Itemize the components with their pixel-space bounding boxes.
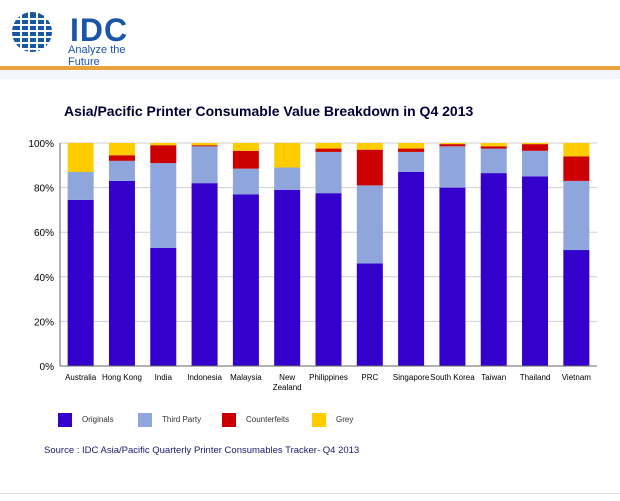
bar-segment-counterfeits	[191, 145, 218, 147]
bar-segment-grey	[274, 143, 301, 168]
bar-segment-counterfeits	[398, 148, 425, 152]
bar-segment-originals	[232, 194, 259, 366]
y-tick-label: 60%	[34, 228, 54, 239]
bars	[67, 143, 590, 366]
bar-segment-grey	[150, 143, 177, 146]
x-tick-label: Taiwan	[481, 373, 506, 382]
y-tick-label: 0%	[40, 362, 55, 373]
legend-label-third-party: Third Party	[162, 415, 202, 424]
bar-segment-third-party	[563, 180, 590, 251]
bar-segment-originals	[150, 247, 177, 366]
y-tick-label: 100%	[28, 139, 54, 150]
x-tick-label: Malaysia	[230, 373, 262, 382]
y-tick-label: 40%	[34, 273, 54, 284]
legend-label-counterfeits: Counterfeits	[246, 415, 290, 424]
bar-segment-counterfeits	[108, 155, 135, 161]
source-note: Source : IDC Asia/Pacific Quarterly Prin…	[44, 445, 360, 456]
bar-segment-originals	[563, 250, 590, 366]
bar-segment-counterfeits	[522, 144, 549, 151]
bar-segment-grey	[439, 143, 466, 145]
bar-segment-originals	[398, 171, 425, 366]
bar-segment-counterfeits	[439, 144, 466, 147]
x-tick-label: Vietnam	[562, 373, 592, 382]
x-tick-label: Philippines	[309, 373, 348, 382]
bar-segment-third-party	[150, 163, 177, 248]
bar-segment-third-party	[398, 151, 425, 172]
axes	[59, 143, 597, 367]
bar-segment-third-party	[439, 146, 466, 188]
bar-segment-third-party	[191, 146, 218, 184]
bar-segment-third-party	[274, 167, 301, 190]
bar-segment-grey	[232, 143, 259, 151]
bar-segment-originals	[315, 193, 342, 366]
bar-segment-originals	[108, 180, 135, 366]
bar-segment-grey	[356, 143, 383, 150]
bar-segment-counterfeits	[232, 150, 259, 169]
logo-wordmark: IDC	[70, 12, 129, 48]
header-rule	[0, 66, 620, 70]
bar-segment-third-party	[108, 160, 135, 181]
bar-segment-grey	[398, 143, 425, 149]
x-tick-label: South Korea	[430, 373, 475, 382]
bar-segment-counterfeits	[480, 146, 507, 149]
bar-segment-grey	[67, 143, 94, 172]
bar-segment-originals	[274, 189, 301, 366]
x-tick-label: New Zealand	[273, 373, 302, 392]
globe-icon	[12, 12, 52, 52]
header-band	[0, 70, 620, 79]
x-tick-label: PRC	[361, 373, 378, 382]
legend-swatch-grey	[312, 413, 326, 427]
bar-segment-third-party	[315, 151, 342, 194]
x-tick-label: Singapore	[393, 373, 430, 382]
legend-swatch-originals	[58, 413, 72, 427]
bar-segment-originals	[67, 199, 94, 366]
bar-segment-counterfeits	[150, 145, 177, 164]
bar-segment-third-party	[480, 148, 507, 174]
bar-segment-originals	[439, 187, 466, 366]
legend-swatch-counterfeits	[222, 413, 236, 427]
bar-segment-grey	[522, 143, 549, 145]
bar-segment-originals	[522, 176, 549, 366]
bar-segment-counterfeits	[563, 156, 590, 181]
idc-logo: IDC Analyze the Future	[8, 10, 158, 68]
bar-segment-grey	[315, 143, 342, 149]
bar-segment-third-party	[232, 168, 259, 195]
bar-segment-third-party	[67, 171, 94, 200]
chart-title: Asia/Pacific Printer Consumable Value Br…	[64, 103, 474, 119]
stacked-bar-chart: 0% 20% 40% 60% 80% 100% Australia Hong Kong Ind…	[28, 139, 597, 392]
bar-segment-counterfeits	[315, 148, 342, 152]
x-tick-labels: Australia Hong Kong India Indonesia Malaysia…	[65, 373, 591, 392]
x-tick-label: Hong Kong	[102, 373, 142, 382]
bar-segment-originals	[356, 263, 383, 366]
legend-label-originals: Originals	[82, 415, 114, 424]
bar-segment-originals	[191, 183, 218, 366]
logo-tagline: Analyze the Future	[68, 44, 126, 68]
y-tick-label: 20%	[34, 317, 54, 328]
x-tick-label: Indonesia	[187, 373, 222, 382]
bar-segment-counterfeits	[356, 149, 383, 186]
header: IDC Analyze the Future	[0, 0, 620, 68]
bar-segment-third-party	[522, 150, 549, 177]
footer-rule	[0, 493, 620, 494]
bar-segment-third-party	[356, 185, 383, 264]
bar-segment-grey	[191, 143, 218, 146]
x-tick-label: India	[155, 373, 173, 382]
y-tick-label: 80%	[34, 184, 54, 195]
legend-label-grey: Grey	[336, 415, 354, 424]
bar-segment-grey	[563, 143, 590, 157]
bar-segment-grey	[480, 143, 507, 147]
x-tick-label: Thailand	[520, 373, 551, 382]
legend-swatch-third-party	[138, 413, 152, 427]
y-tick-labels: 0% 20% 40% 60% 80% 100%	[28, 139, 54, 373]
x-tick-label: Australia	[65, 373, 97, 382]
bar-segment-grey	[108, 143, 135, 156]
bar-segment-originals	[480, 173, 507, 366]
